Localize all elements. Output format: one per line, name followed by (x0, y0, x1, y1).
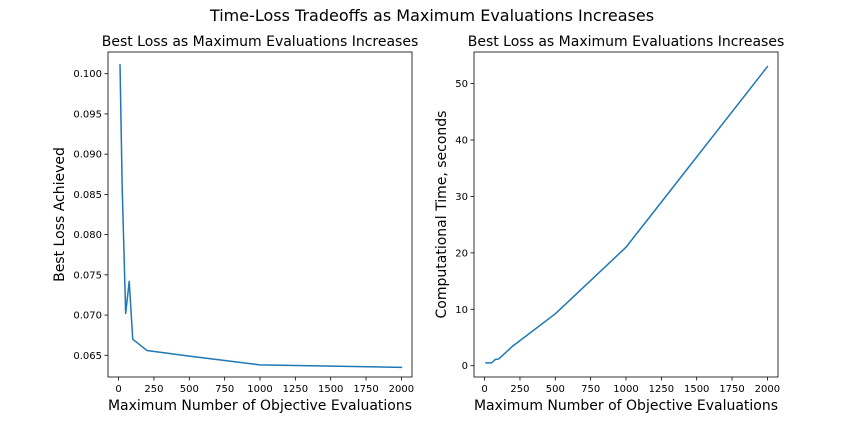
x-tick-label: 1500 (684, 384, 709, 395)
y-tick-label: 0.080 (73, 230, 102, 241)
plot-frame (107, 51, 413, 378)
series-line (119, 64, 403, 369)
y-tick-label: 50 (455, 79, 468, 90)
x-tick-label: 1250 (649, 384, 674, 395)
x-tick-label: 250 (144, 384, 163, 395)
y-tick-label: 30 (455, 192, 468, 203)
y-tick-label: 10 (455, 305, 468, 316)
x-tick-label: 1500 (318, 384, 343, 395)
x-tick-label: 750 (215, 384, 234, 395)
figure-title: Time-Loss Tradeoffs as Maximum Evaluatio… (209, 6, 654, 25)
plot-frame (473, 51, 779, 378)
x-tick-label: 1750 (353, 384, 378, 395)
y-tick-label: 0.070 (73, 311, 102, 322)
y-tick-label: 0.095 (73, 109, 102, 120)
y-tick-label: 40 (455, 136, 468, 147)
x-tick-label: 1000 (247, 384, 272, 395)
x-tick-label: 250 (510, 384, 529, 395)
x-tick-label: 1250 (283, 384, 308, 395)
x-tick-label: 1000 (613, 384, 638, 395)
y-axis-label: Best Loss Achieved (52, 147, 68, 282)
x-tick-label: 0 (481, 384, 487, 395)
y-tick-label: 0 (462, 361, 468, 372)
x-axis-label: Maximum Number of Objective Evaluations (474, 398, 778, 414)
x-tick-label: 1750 (719, 384, 744, 395)
x-tick-label: 0 (115, 384, 121, 395)
x-tick-label: 2000 (389, 384, 414, 395)
x-tick-label: 500 (180, 384, 199, 395)
x-tick-label: 750 (581, 384, 600, 395)
right-chart-time: Best Loss as Maximum Evaluations Increas… (434, 34, 784, 414)
x-tick-label: 2000 (755, 384, 780, 395)
left-chart-loss: Best Loss as Maximum Evaluations Increas… (52, 34, 418, 414)
y-tick-label: 0.090 (73, 150, 102, 161)
y-axis-label: Computational Time, seconds (434, 111, 450, 319)
x-axis-label: Maximum Number of Objective Evaluations (108, 398, 412, 414)
y-tick-label: 0.100 (73, 69, 102, 80)
x-tick-label: 500 (546, 384, 565, 395)
y-tick-label: 0.065 (73, 351, 102, 362)
y-tick-label: 0.075 (73, 270, 102, 281)
y-tick-label: 20 (455, 248, 468, 259)
chart-title: Best Loss as Maximum Evaluations Increas… (468, 34, 785, 50)
series-line (485, 65, 769, 364)
y-tick-label: 0.085 (73, 190, 102, 201)
chart-title: Best Loss as Maximum Evaluations Increas… (102, 34, 419, 50)
